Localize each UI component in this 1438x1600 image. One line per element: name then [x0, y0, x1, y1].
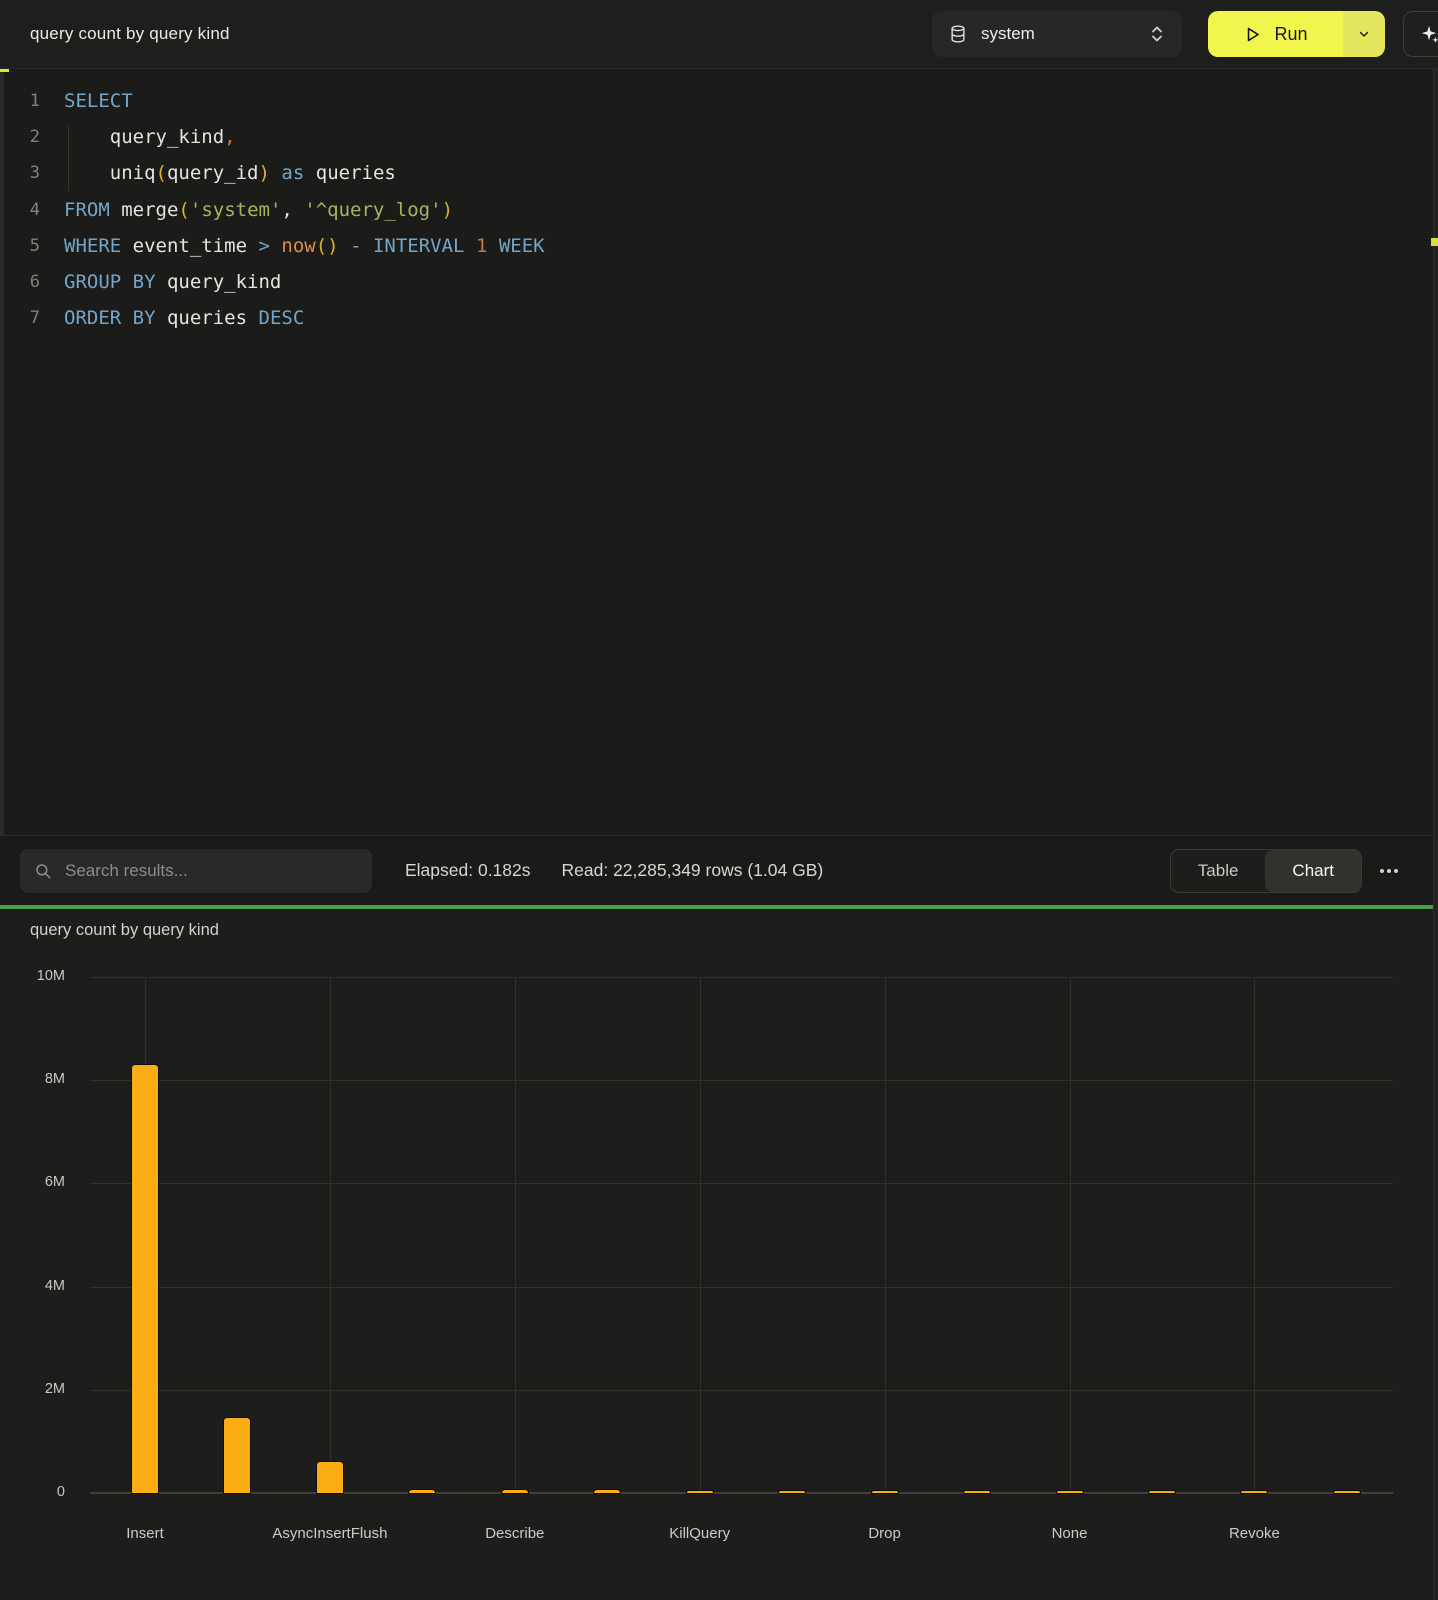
line-number: 2: [29, 127, 40, 148]
y-axis-tick-label: 6M: [44, 1174, 65, 1191]
search-input-wrapper: [20, 848, 372, 893]
code-text: ORDER BY queries DESC: [64, 307, 305, 330]
line-number: 1: [29, 91, 40, 112]
scrollbar-mark: [1431, 238, 1438, 246]
line-number: 7: [29, 308, 40, 329]
bar-Drop[interactable]: [871, 1490, 898, 1493]
code-line: 7 ORDER BY queries DESC: [0, 300, 1438, 336]
code-line: 6 GROUP BY query_kind: [0, 264, 1438, 300]
line-number: 6: [29, 272, 40, 293]
database-icon: [948, 24, 968, 44]
gridline-vertical: [514, 977, 516, 1493]
y-axis-labels: 0 2M 4M 6M 8M 10M: [0, 968, 77, 1500]
y-axis-tick-label: 0: [56, 1484, 65, 1500]
run-options-button[interactable]: [1343, 11, 1385, 57]
results-toolbar: Elapsed: 0.182s Read: 22,285,349 rows (1…: [0, 835, 1438, 905]
code-text: query_kind,: [109, 126, 236, 149]
pane-splitter[interactable]: [0, 905, 1438, 909]
code-line: 5 WHERE event_time > now() - INTERVAL 1 W…: [0, 228, 1438, 264]
x-axis-tick-label: None: [1051, 1525, 1088, 1542]
view-toggle-table[interactable]: Table: [1171, 850, 1266, 892]
run-button[interactable]: Run: [1208, 11, 1343, 57]
code-text: WHERE event_time > now() - INTERVAL 1 WE…: [64, 234, 545, 257]
line-number: 5: [29, 235, 40, 256]
gridline-horizontal: [90, 1080, 1393, 1082]
x-axis-tick-label: Insert: [126, 1525, 164, 1542]
line-number: 4: [29, 199, 40, 220]
bar-KillQuery[interactable]: [686, 1490, 713, 1493]
gridline-horizontal: [90, 977, 1393, 978]
bar-unlabeled-1[interactable]: [224, 1418, 251, 1493]
x-axis-tick-label: Revoke: [1228, 1525, 1280, 1542]
code-line: 1 SELECT: [0, 83, 1438, 119]
x-axis-tick-label: Describe: [485, 1525, 545, 1542]
database-selector-value: system: [981, 24, 1035, 43]
code-text: SELECT: [64, 90, 133, 113]
bar-unlabeled-11[interactable]: [1148, 1490, 1175, 1493]
x-axis-line: [90, 1492, 1393, 1494]
editor-topbar: query count by query kind system: [0, 0, 1438, 69]
gridline-vertical: [329, 977, 331, 1493]
line-number: 3: [29, 163, 40, 184]
bar-Describe[interactable]: [501, 1490, 528, 1493]
elapsed-stat: Elapsed: 0.182s: [405, 860, 531, 880]
indent-guide: [68, 125, 69, 191]
bar-unlabeled-13[interactable]: [1333, 1490, 1360, 1493]
bar-unlabeled-9[interactable]: [964, 1490, 991, 1493]
chart-title: query count by query kind: [30, 921, 219, 939]
bar-Revoke[interactable]: [1241, 1490, 1268, 1493]
chevron-down-icon: [1357, 27, 1371, 41]
view-toggle: Table Chart: [1169, 848, 1362, 893]
bar-AsyncInsertFlush[interactable]: [316, 1462, 343, 1493]
database-selector[interactable]: system: [932, 11, 1182, 57]
play-icon: [1243, 25, 1262, 44]
x-axis-tick-label: Drop: [868, 1525, 901, 1542]
bar-chart-plot: Insert AsyncInsertFlush Describe KillQuery D…: [90, 977, 1393, 1542]
y-axis-tick-label: 8M: [44, 1071, 65, 1088]
read-stat: Read: 22,285,349 rows (1.04 GB): [561, 860, 824, 880]
overview-ruler-mark: [0, 67, 9, 72]
gridline-vertical: [884, 977, 886, 1493]
gridline-vertical: [1069, 977, 1071, 1493]
view-toggle-chart[interactable]: Chart: [1265, 849, 1361, 892]
ellipsis-icon: [1380, 868, 1398, 873]
y-axis-tick-label: 10M: [36, 968, 65, 984]
gridline-vertical: [1254, 977, 1256, 1493]
y-axis-tick-label: 4M: [44, 1277, 65, 1294]
more-options-button[interactable]: [1376, 863, 1402, 879]
query-title: query count by query kind: [30, 24, 230, 43]
gridline-horizontal: [90, 1389, 1393, 1391]
bar-unlabeled-7[interactable]: [779, 1490, 806, 1493]
code-line: 4 FROM merge('system', '^query_log'): [0, 192, 1438, 228]
sparkle-icon: [1418, 23, 1438, 45]
scrollbar-gutter[interactable]: [1431, 69, 1438, 1600]
x-axis-tick-label: KillQuery: [669, 1525, 731, 1542]
code-text: uniq(query_id) as queries: [109, 162, 396, 185]
run-button-label: Run: [1274, 23, 1308, 44]
y-axis-tick-label: 2M: [44, 1380, 65, 1397]
run-split-button: Run: [1208, 11, 1385, 57]
gridline-horizontal: [90, 1183, 1393, 1185]
search-icon: [34, 862, 52, 880]
assistant-button[interactable]: [1403, 11, 1438, 57]
code-text: FROM merge('system', '^query_log'): [64, 198, 454, 221]
bar-Insert[interactable]: [132, 1064, 158, 1493]
gridline-vertical: [699, 977, 701, 1493]
code-text: GROUP BY query_kind: [64, 271, 282, 294]
search-input[interactable]: [63, 859, 358, 882]
gridline-horizontal: [90, 1286, 1393, 1288]
code-line: 2 query_kind,: [0, 119, 1438, 155]
x-axis-tick-label: AsyncInsertFlush: [272, 1525, 388, 1542]
bar-None[interactable]: [1056, 1490, 1083, 1493]
unfold-icon: [1148, 24, 1166, 44]
chart-panel: query count by query kind 0 2M 4M 6M 8M 10M I…: [0, 909, 1438, 1600]
code-line: 3 uniq(query_id) as queries: [0, 155, 1438, 191]
bar-unlabeled-5[interactable]: [594, 1490, 621, 1493]
bar-unlabeled-3[interactable]: [409, 1489, 436, 1493]
code-lines: 1 SELECT 2 query_kind, 3 uniq(query_id) as …: [0, 69, 1438, 336]
sql-editor[interactable]: 1 SELECT 2 query_kind, 3 uniq(query_id) as …: [0, 67, 1438, 835]
editor-overview-ruler: [0, 67, 9, 835]
